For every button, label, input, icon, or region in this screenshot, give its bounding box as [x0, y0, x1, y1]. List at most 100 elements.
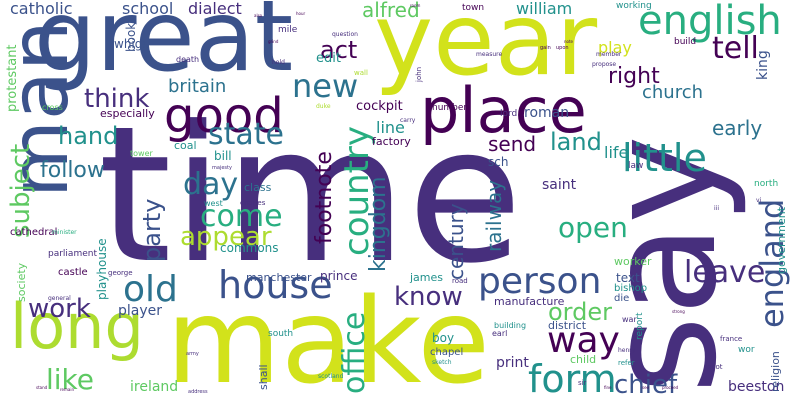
word-leave: leave	[684, 255, 766, 290]
word-build: build	[674, 37, 697, 47]
word-line: line	[376, 118, 405, 137]
word-upon: upon	[556, 45, 569, 51]
word-refer: refer	[618, 359, 635, 367]
word-king: king	[755, 50, 771, 80]
word-majesty: majesty	[212, 165, 232, 171]
word-commons: commons	[220, 241, 279, 255]
word-know: know	[394, 282, 463, 312]
word-life: life	[604, 143, 629, 162]
word-shall: shall	[257, 364, 270, 390]
word-good: good	[164, 88, 284, 144]
word-book: book	[124, 22, 138, 52]
word-century: century	[444, 203, 468, 280]
word-worker: worker	[614, 255, 652, 268]
word-manufacture: manufacture	[494, 295, 565, 308]
word-appear: appear	[180, 222, 272, 252]
word-vi: vi	[756, 197, 762, 204]
word-like: like	[46, 363, 95, 396]
word-william: william	[516, 0, 573, 18]
word-kingdom: kingdom	[366, 176, 391, 272]
word-working: working	[616, 1, 652, 11]
word-come: come	[200, 199, 283, 234]
word-chapel: chapel	[430, 347, 464, 358]
word-day: day	[183, 167, 239, 202]
word-print: print	[496, 355, 529, 371]
word-road: road	[452, 277, 468, 285]
word-society: society	[15, 262, 28, 302]
word-south: south	[268, 329, 294, 339]
word-subject: subject	[6, 143, 36, 238]
word-year: year	[374, 0, 598, 98]
word-send: send	[488, 132, 537, 156]
word-open: open	[558, 211, 628, 244]
word-church: church	[642, 82, 704, 103]
word-footnote: footnote	[312, 151, 337, 244]
word-ireland: ireland	[130, 379, 179, 395]
word-carry: carry	[400, 117, 416, 124]
word-die: die	[614, 293, 630, 304]
word-question: question	[332, 31, 358, 38]
word-scot: scot	[708, 363, 723, 371]
word-address: address	[188, 389, 208, 395]
word-town: town	[462, 3, 485, 13]
word-cockpit: cockpit	[356, 99, 403, 114]
word-cross: cross	[42, 103, 63, 112]
word-factory: factory	[372, 135, 411, 148]
word-gain: gain	[540, 45, 551, 51]
word-bishop: bishop	[614, 283, 648, 294]
word-early: early	[712, 116, 763, 140]
word-war: war	[622, 315, 637, 324]
word-france: france	[720, 335, 743, 343]
word-death: death	[176, 55, 200, 64]
word-religion: religion	[769, 351, 782, 392]
word-person: person	[478, 261, 602, 302]
word-english: english	[638, 0, 782, 44]
word-government: government	[775, 206, 788, 274]
word-office: office	[337, 311, 372, 394]
word-james: james	[410, 271, 444, 284]
word-parliament: parliament	[48, 249, 97, 259]
word-land: land	[550, 128, 602, 156]
word-report: report	[635, 312, 645, 341]
word-henry: henry	[618, 347, 636, 354]
word-proceed: proceed	[662, 385, 679, 390]
word-remain: remain	[60, 387, 75, 392]
word-whigs: whigs	[114, 37, 149, 51]
word-tower: tower	[130, 149, 153, 158]
word-hold: hold	[272, 59, 285, 66]
word-follow: follow	[40, 158, 105, 183]
word-old: old	[123, 269, 178, 310]
word-prince: prince	[320, 269, 358, 283]
word-castle: castle	[58, 267, 88, 278]
word-charles: charles	[240, 199, 266, 207]
word-especially: especially	[100, 107, 155, 120]
word-think: think	[84, 84, 150, 114]
word-also: also	[254, 13, 263, 18]
word-form: form	[528, 357, 617, 400]
word-sch: sch	[488, 155, 509, 169]
word-coal: coal	[174, 139, 197, 152]
word-playhouse: playhouse	[95, 238, 109, 300]
word-manchester: manchester	[246, 271, 312, 284]
word-edit: edit	[316, 51, 341, 66]
word-party: party	[138, 198, 166, 262]
word-law: law	[628, 161, 644, 171]
word-boy: boy	[432, 331, 455, 345]
word-general: general	[48, 295, 71, 302]
word-stand: stand	[36, 385, 48, 390]
word-tell: tell	[712, 31, 759, 66]
word-chief: chief	[614, 370, 678, 400]
word-state: state	[208, 117, 284, 152]
word-place: place	[420, 74, 587, 147]
word-house: house	[218, 263, 333, 307]
word-order: order	[548, 298, 612, 326]
word-george: george	[108, 269, 133, 277]
word-wall: wall	[354, 69, 368, 77]
word-sir: sir	[578, 379, 587, 387]
word-long: long	[10, 290, 144, 363]
word-time: time	[98, 86, 523, 305]
word-bill: bill	[214, 149, 232, 163]
word-little: little	[622, 136, 707, 180]
word-north: north	[754, 179, 779, 189]
word-member: member	[596, 51, 622, 58]
